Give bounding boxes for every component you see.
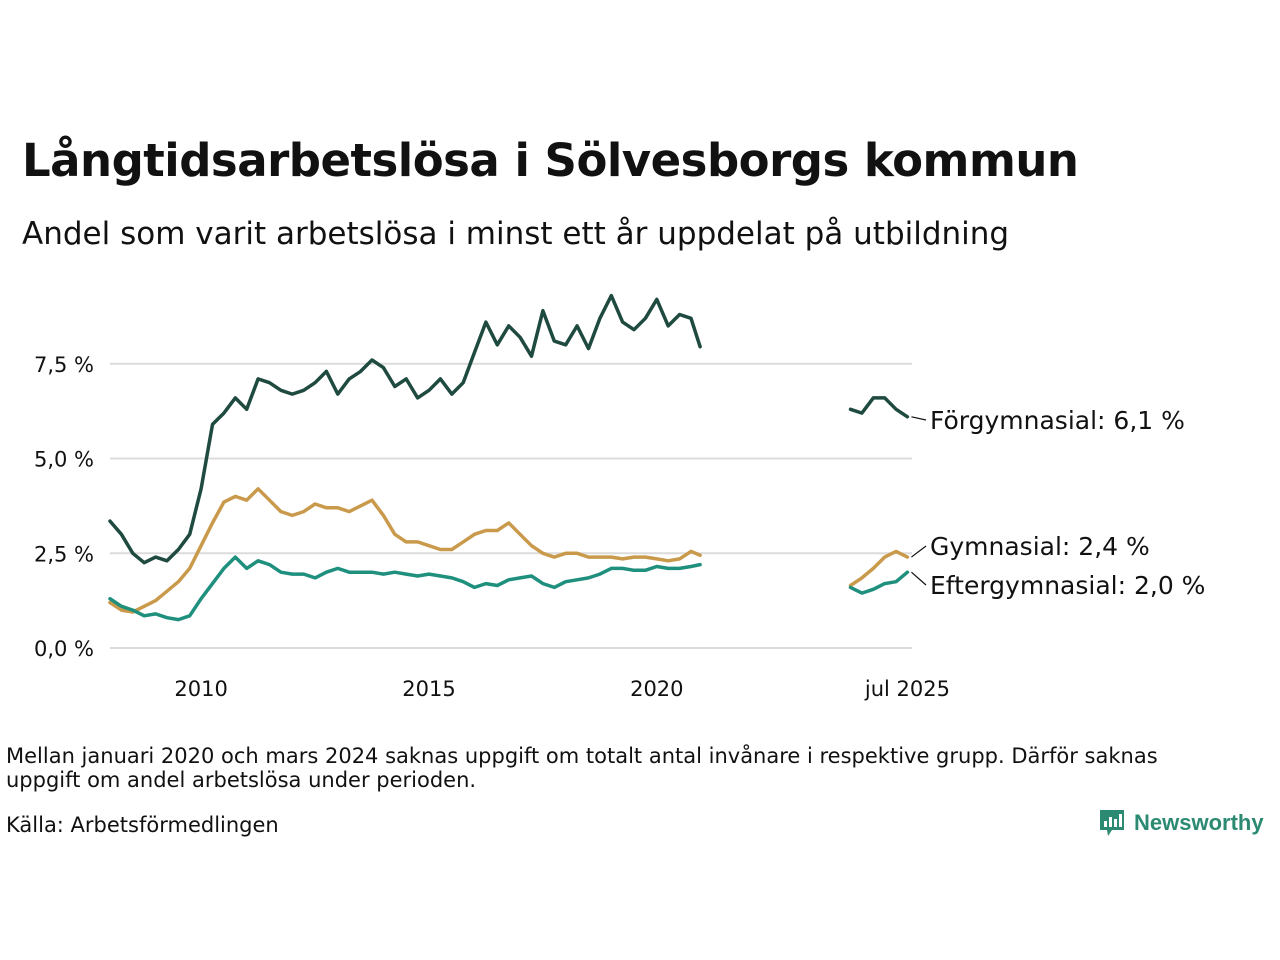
x-tick-label: 2010 — [174, 677, 227, 701]
y-tick-label: 7,5 % — [34, 353, 94, 377]
series-line-gymnasial — [108, 487, 702, 614]
series-label-eftergymnasial: Eftergymnasial: 2,0 % — [930, 571, 1205, 600]
line-chart: 0,0 % 2,5 % 5,0 % 7,5 % 2010 2015 2020 jul 202… — [34, 293, 1205, 701]
series-label-gymnasial: Gymnasial: 2,4 % — [930, 532, 1150, 561]
x-tick-label: 2015 — [402, 677, 455, 701]
x-axis-ticks: 2010 2015 2020 jul 2025 — [174, 677, 950, 701]
series-label-förgymnasial: Förgymnasial: 6,1 % — [930, 406, 1185, 435]
y-tick-label: 0,0 % — [34, 637, 94, 661]
source-text: Källa: Arbetsförmedlingen — [6, 813, 279, 837]
x-tick-label: 2020 — [630, 677, 683, 701]
series-line-gymnasial — [848, 549, 910, 588]
brand-name: Newsworthy — [1134, 810, 1264, 835]
y-tick-label: 2,5 % — [34, 542, 94, 566]
label-leader-line — [911, 416, 927, 421]
chart-subtitle: Andel som varit arbetslösa i minst ett å… — [22, 216, 1010, 252]
series-lines — [108, 293, 910, 622]
x-tick-label: jul 2025 — [864, 677, 950, 701]
label-leader-line — [911, 571, 927, 586]
series-labels: Förgymnasial: 6,1 % Gymnasial: 2,4 % Efter… — [911, 406, 1205, 600]
y-axis-ticks: 0,0 % 2,5 % 5,0 % 7,5 % — [34, 353, 94, 661]
label-leader-line — [911, 545, 927, 558]
footnote: Mellan januari 2020 och mars 2024 saknas… — [6, 744, 1158, 792]
y-tick-label: 5,0 % — [34, 448, 94, 472]
series-line-eftergymnasial — [848, 570, 910, 595]
series-line-förgymnasial — [108, 293, 702, 565]
grid-lines — [110, 362, 912, 649]
series-line-eftergymnasial — [108, 555, 702, 622]
bar-chart-logo-icon — [1100, 810, 1124, 836]
series-line-förgymnasial — [848, 396, 910, 419]
chart-title: Långtidsarbetslösa i Sölvesborgs kommun — [22, 134, 1079, 187]
brand-logo: Newsworthy — [1098, 808, 1264, 838]
